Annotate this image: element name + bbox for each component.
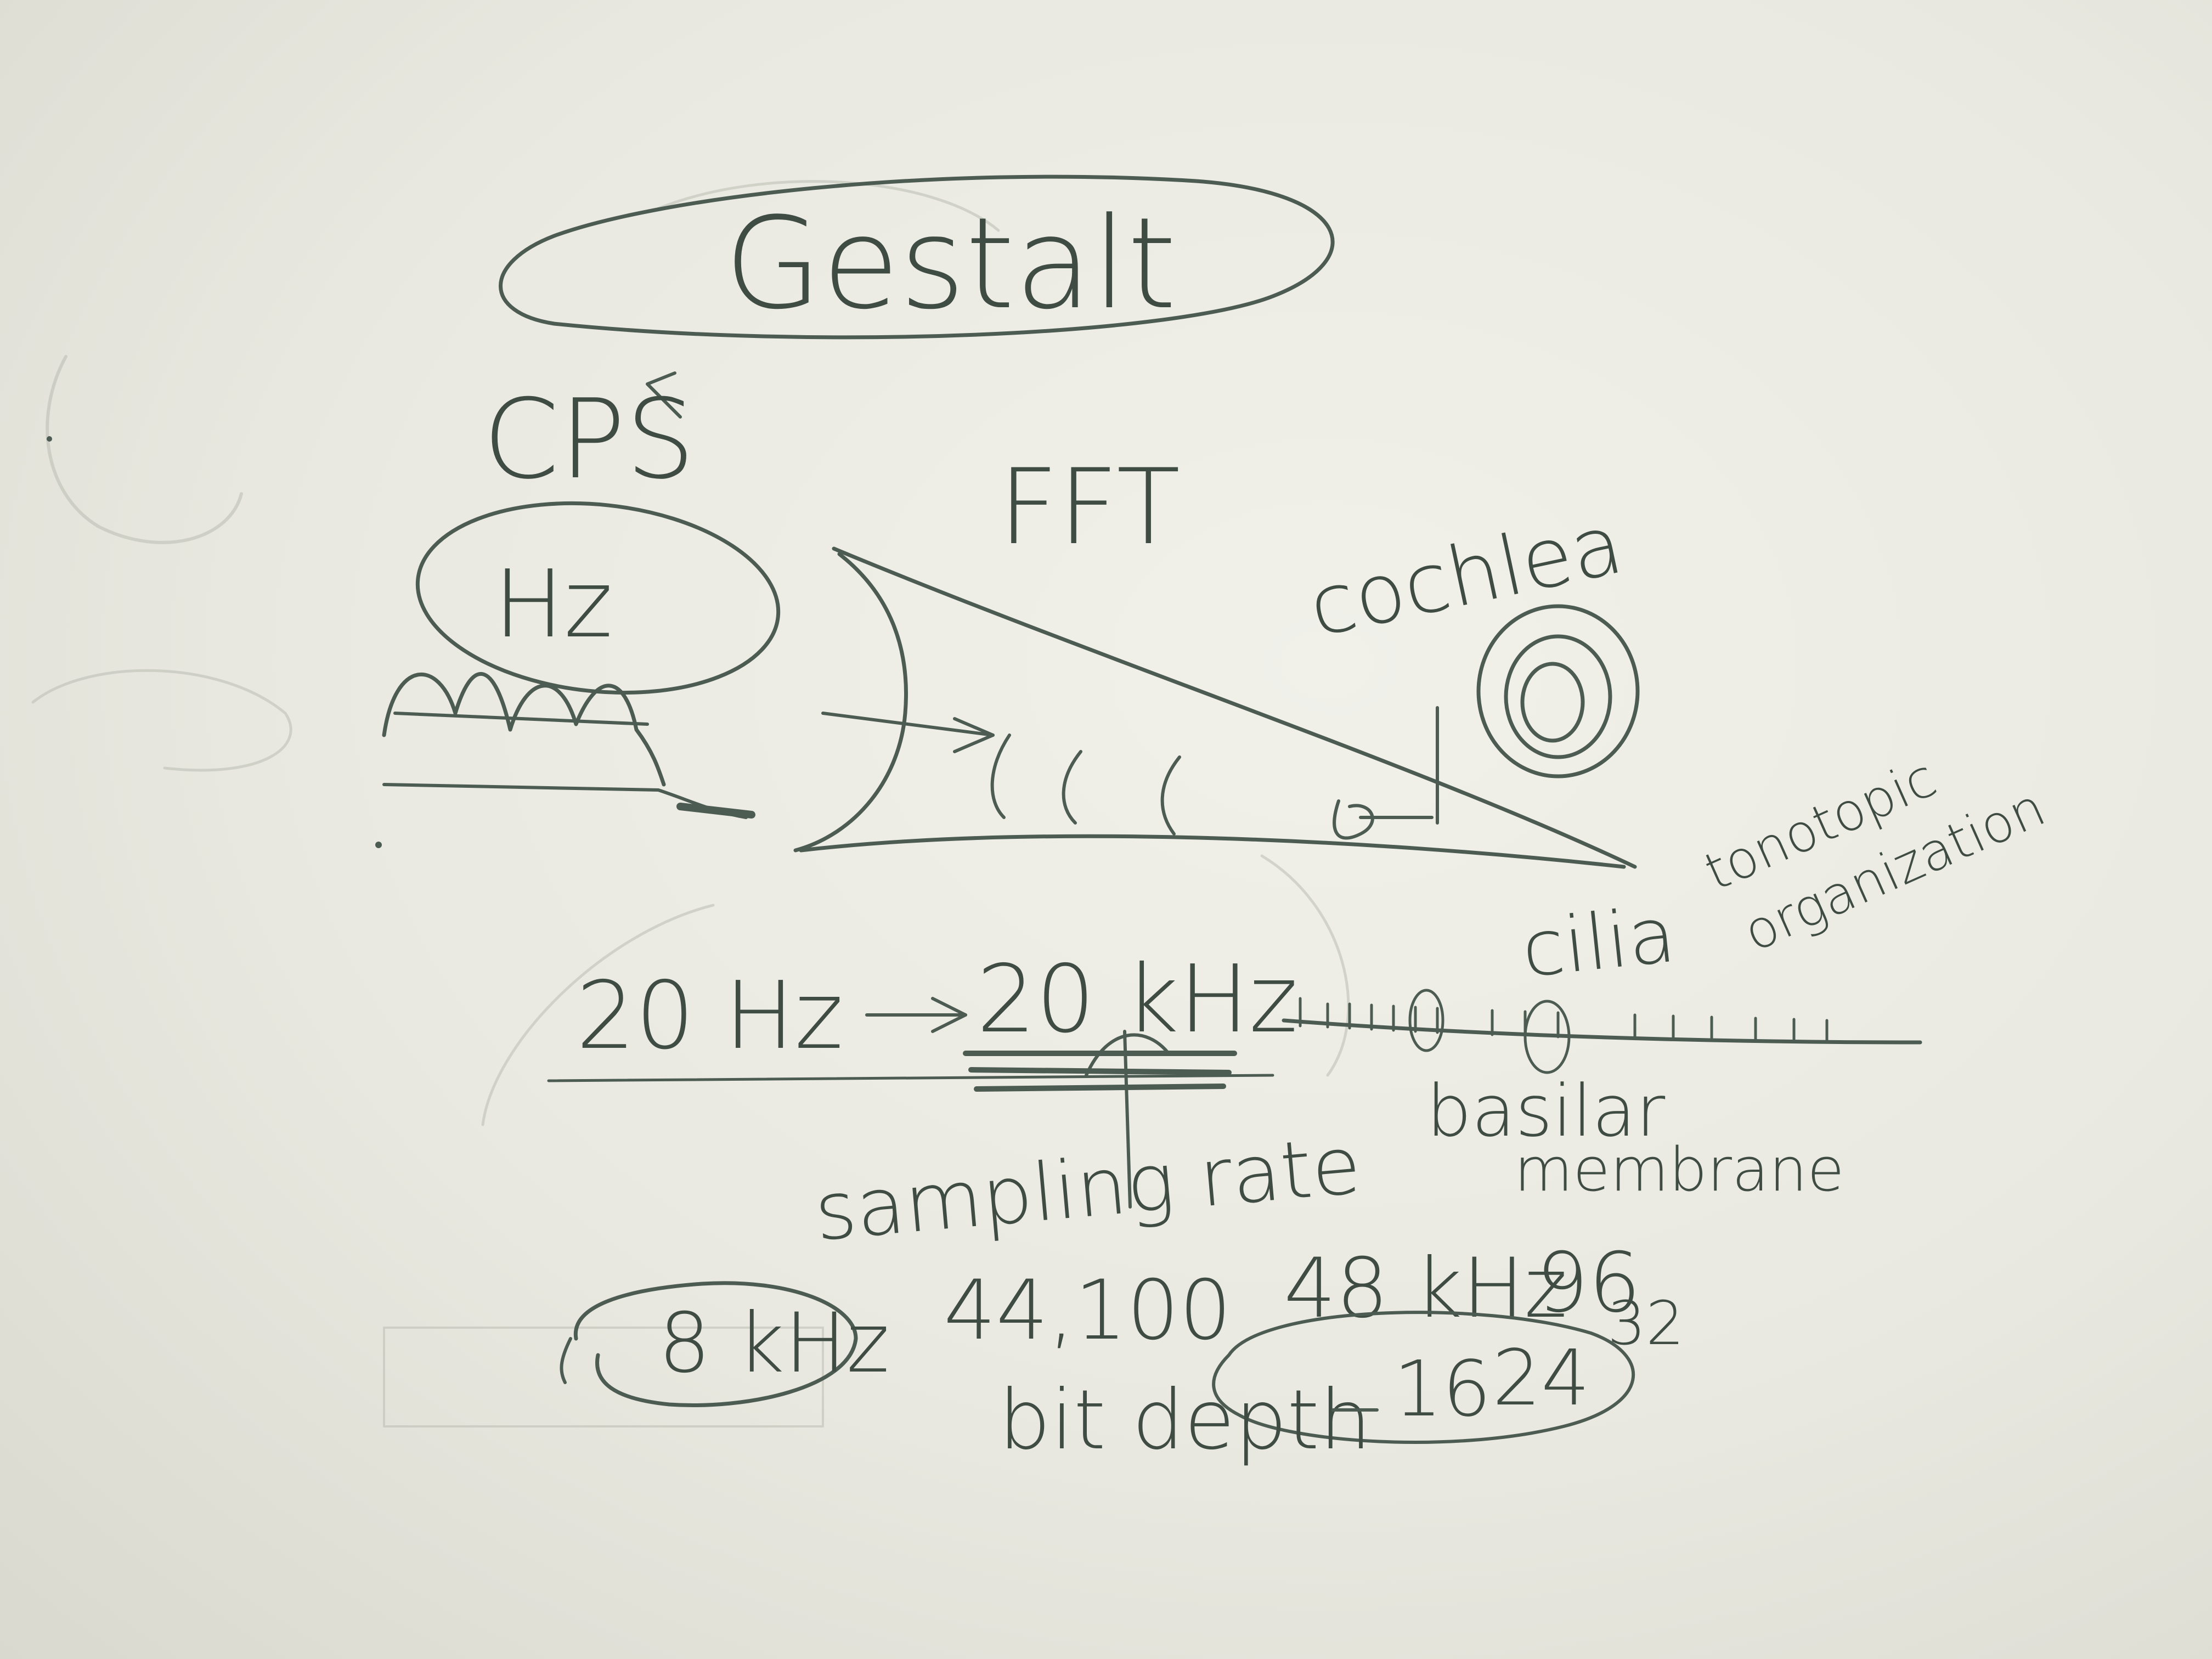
- bit-depth-label: bit depth: [998, 1373, 1372, 1468]
- connector-line: [646, 371, 682, 419]
- rate-44100-label: 44,100: [944, 1263, 1232, 1358]
- cochlea-label: cochlea: [1301, 496, 1630, 656]
- fft-label: FFT: [998, 447, 1180, 568]
- range-low-label: 20 Hz: [576, 962, 843, 1070]
- hz-circle: [415, 501, 781, 695]
- hz-label: Hz: [494, 550, 613, 659]
- frequency-range: 20 Hz 20 kHz: [547, 945, 1298, 1209]
- bits-32-label: 32: [1607, 1288, 1684, 1358]
- erased-marks: [31, 180, 1350, 1427]
- cps-hz-group: CPS Hz: [415, 376, 781, 695]
- bits-24-label: 24: [1492, 1334, 1590, 1423]
- rate-8khz-label: 8 kHz: [658, 1296, 890, 1391]
- unrolled-cochlea: [793, 546, 1637, 869]
- gestalt-label: Gestalt: [724, 191, 1177, 337]
- cochlea-spiral: cochlea: [1301, 496, 1640, 778]
- fft-arrow: [821, 712, 995, 753]
- stray-dot: [375, 842, 382, 848]
- tonotopic-note: tonotopic organization: [1696, 748, 2054, 963]
- bit-depth-group: bit depth 16 24 32: [998, 1288, 1684, 1468]
- sampling-rate-label: sampling rate: [811, 1119, 1364, 1259]
- waveform: [382, 672, 755, 819]
- cps-label: CPS: [483, 376, 695, 504]
- rate-96-label: 96: [1536, 1235, 1641, 1331]
- basilar-membrane: cilia basilar membrane: [1282, 890, 1922, 1205]
- rate-48khz-label: 48 kHz: [1284, 1241, 1567, 1336]
- cilia-label: cilia: [1518, 890, 1680, 995]
- stray-dot: [47, 436, 52, 442]
- range-high-label: 20 kHz: [977, 945, 1298, 1054]
- basilar-label-1: basilar: [1426, 1069, 1666, 1153]
- basilar-label-2: membrane: [1514, 1135, 1844, 1205]
- gestalt-bubble: Gestalt: [499, 174, 1335, 340]
- bits-16-label: 16: [1393, 1345, 1491, 1434]
